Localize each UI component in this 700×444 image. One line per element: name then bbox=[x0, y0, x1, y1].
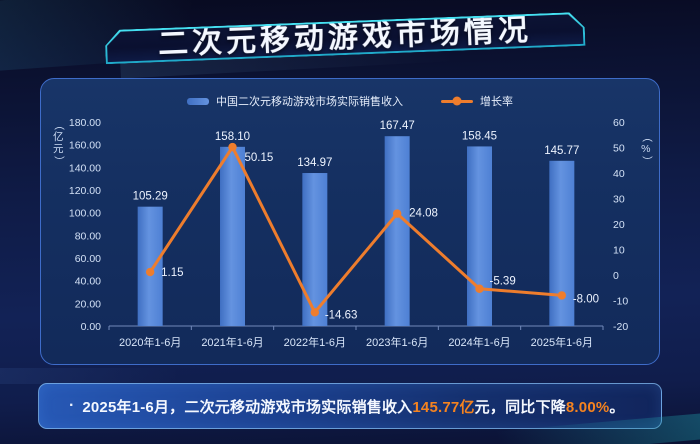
chart-panel: 中国二次元移动游戏市场实际销售收入 增长率 （亿元） （%） 180.00 160… bbox=[40, 78, 660, 365]
svg-text:2022年1-6月: 2022年1-6月 bbox=[284, 335, 346, 349]
right-axis-ticks: 60 50 40 30 20 10 0 -10 -20 bbox=[613, 117, 628, 333]
title-banner-inner: 二次元移动游戏市场情况 bbox=[107, 14, 584, 62]
svg-text:24.08: 24.08 bbox=[409, 208, 438, 220]
svg-text:158.10: 158.10 bbox=[215, 131, 250, 143]
svg-text:20.00: 20.00 bbox=[75, 298, 101, 310]
svg-text:10: 10 bbox=[613, 245, 625, 257]
svg-text:-10: -10 bbox=[613, 296, 628, 308]
svg-text:-5.39: -5.39 bbox=[490, 276, 516, 288]
note-bullet: · bbox=[69, 397, 75, 414]
x-axis bbox=[108, 325, 604, 330]
svg-text:2023年1-6月: 2023年1-6月 bbox=[366, 335, 428, 349]
bar-swatch-icon bbox=[187, 97, 209, 105]
svg-text:-14.63: -14.63 bbox=[325, 309, 358, 321]
left-axis-unit: （亿元） bbox=[52, 119, 65, 167]
svg-text:2020年1-6月: 2020年1-6月 bbox=[119, 335, 181, 349]
svg-text:2021年1-6月: 2021年1-6月 bbox=[201, 335, 263, 349]
note-text: 2025年1-6月，二次元移动游戏市场实际销售收入145.77亿元，同比下降8.… bbox=[82, 398, 625, 416]
svg-text:134.97: 134.97 bbox=[297, 157, 332, 169]
line-series: 1.15 50.15 -14.63 24.08 -5.39 -8.00 bbox=[145, 142, 599, 321]
svg-text:30: 30 bbox=[613, 194, 625, 206]
background-streak bbox=[0, 368, 180, 384]
svg-text:180.00: 180.00 bbox=[69, 117, 101, 129]
svg-text:80.00: 80.00 bbox=[75, 230, 101, 242]
combo-chart: 180.00160.00140.00120.00100.0080.0060.00… bbox=[69, 117, 628, 349]
svg-text:50.15: 50.15 bbox=[245, 152, 274, 164]
svg-text:-8.00: -8.00 bbox=[573, 293, 599, 305]
x-axis-labels: 2020年1-6月 2021年1-6月 2022年1-6月 2023年1-6月 2024… bbox=[119, 335, 593, 349]
svg-text:160.00: 160.00 bbox=[69, 140, 101, 152]
page-title: 二次元移动游戏市场情况 bbox=[157, 13, 533, 62]
summary-note: · 2025年1-6月，二次元移动游戏市场实际销售收入145.77亿元，同比下降… bbox=[38, 383, 662, 429]
legend-label-growth: 增长率 bbox=[480, 96, 513, 108]
svg-text:0.00: 0.00 bbox=[81, 321, 102, 333]
svg-text:50: 50 bbox=[613, 143, 625, 155]
svg-text:60.00: 60.00 bbox=[75, 253, 101, 265]
svg-text:158.45: 158.45 bbox=[462, 130, 497, 142]
svg-text:105.29: 105.29 bbox=[133, 191, 168, 203]
legend-item-revenue[interactable]: 中国二次元移动游戏市场实际销售收入 bbox=[187, 93, 403, 109]
svg-text:1.15: 1.15 bbox=[161, 267, 183, 279]
line-swatch-icon bbox=[441, 96, 473, 106]
svg-text:120.00: 120.00 bbox=[69, 185, 101, 197]
svg-text:2025年1-6月: 2025年1-6月 bbox=[531, 335, 593, 349]
svg-text:167.47: 167.47 bbox=[380, 120, 415, 132]
legend-item-growth[interactable]: 增长率 bbox=[441, 93, 513, 109]
legend-label-revenue: 中国二次元移动游戏市场实际销售收入 bbox=[216, 96, 403, 108]
svg-text:0: 0 bbox=[613, 270, 619, 282]
title-banner: 二次元移动游戏市场情况 bbox=[105, 12, 586, 64]
left-axis-ticks: 180.00 160.00 140.00 120.00 100.00 80.00 60.00… bbox=[69, 117, 101, 333]
svg-text:145.77: 145.77 bbox=[544, 145, 579, 157]
svg-text:20: 20 bbox=[613, 219, 625, 231]
chart-legend: 中国二次元移动游戏市场实际销售收入 增长率 bbox=[41, 93, 659, 109]
svg-text:2024年1-6月: 2024年1-6月 bbox=[448, 335, 510, 349]
svg-text:-20: -20 bbox=[613, 321, 628, 333]
svg-text:40: 40 bbox=[613, 168, 625, 180]
svg-text:40.00: 40.00 bbox=[75, 276, 101, 288]
svg-text:60: 60 bbox=[613, 117, 625, 129]
svg-text:140.00: 140.00 bbox=[69, 162, 101, 174]
svg-text:100.00: 100.00 bbox=[69, 208, 101, 220]
bar-series: 105.29 158.10 134.97 167.47 158.45 145.77 bbox=[133, 120, 579, 326]
right-axis-unit: （%） bbox=[639, 131, 652, 167]
